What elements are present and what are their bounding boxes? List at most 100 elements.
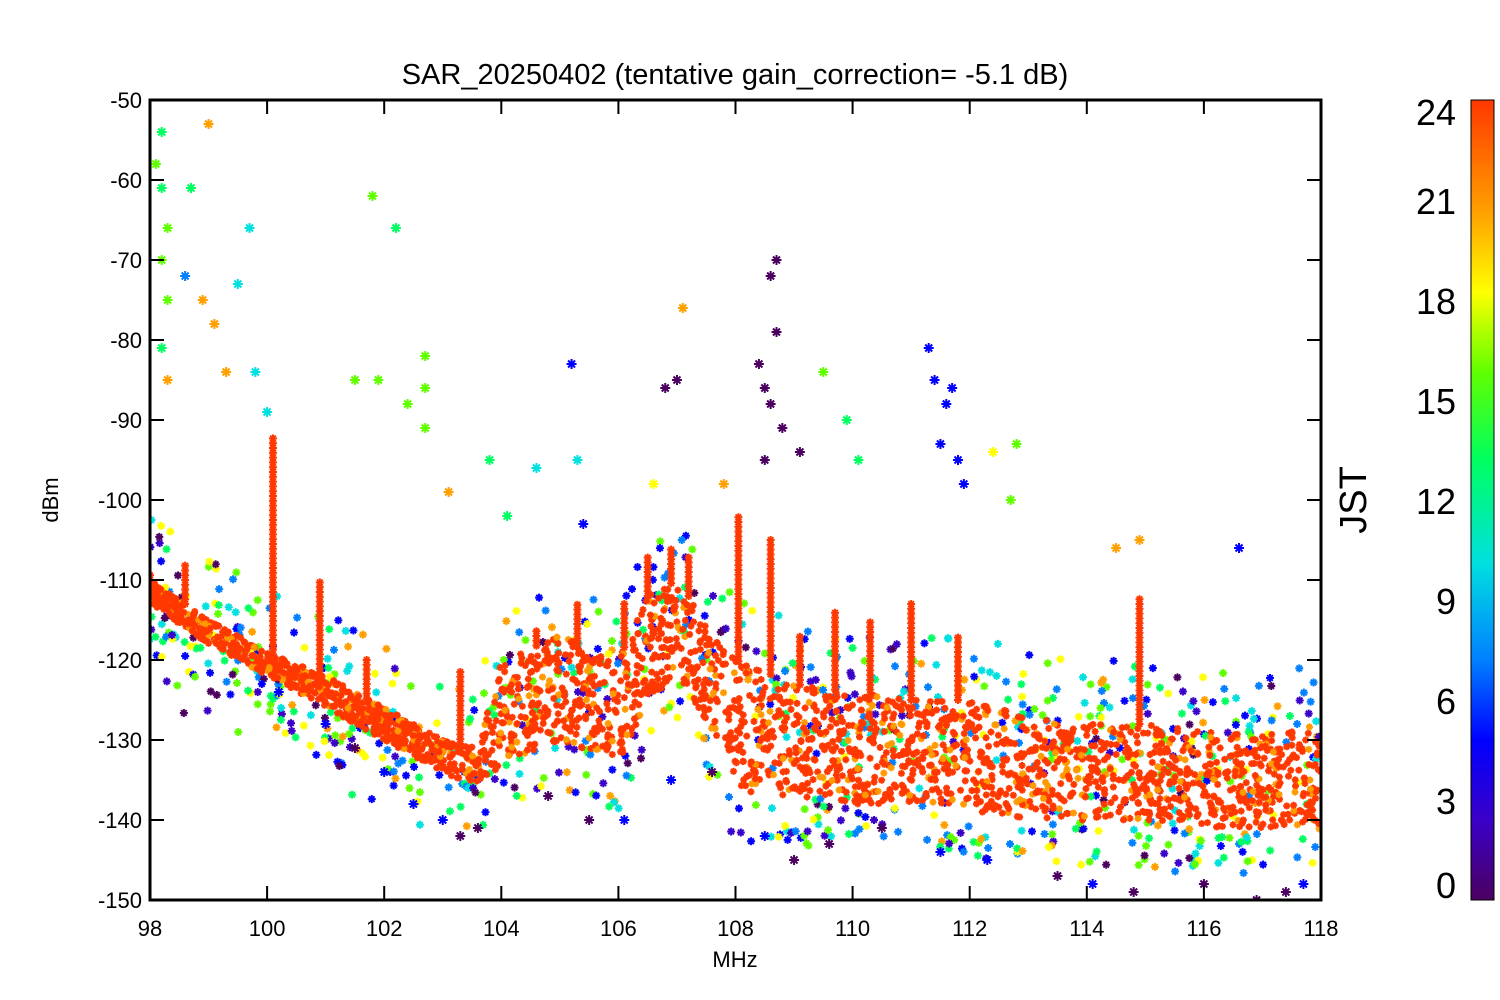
floor-point [705,679,713,687]
floor-point [743,732,751,740]
floor-point [1020,750,1028,758]
outlier-point [1134,535,1145,545]
noise-point [1145,834,1154,843]
floor-point [1103,740,1111,748]
noise-point [277,703,286,712]
noise-point [1293,853,1302,862]
floor-point [1043,814,1051,822]
floor-point [1091,727,1099,735]
floor-point [829,747,837,755]
floor-point [1070,780,1078,788]
floor-point [720,689,728,697]
floor-point [455,774,463,782]
floor-point [1072,746,1080,754]
noise-point [787,828,796,837]
y-tick-label: -110 [100,568,142,593]
floor-point [1100,800,1108,808]
floor-point [663,663,671,671]
floor-point [1164,796,1172,804]
noise-point [1199,673,1208,682]
floor-point [874,787,882,795]
spike-point [684,553,693,562]
colorbar-tick-label: 0 [1436,865,1456,906]
noise-point [940,821,949,830]
noise-point [383,745,392,754]
floor-point [1092,808,1100,816]
floor-point [554,710,562,718]
floor-point [562,670,570,678]
floor-point [1283,802,1291,810]
spike-point [532,627,541,636]
floor-point [1060,797,1068,805]
floor-point [1187,747,1195,755]
floor-point [1176,778,1184,786]
noise-point [1273,702,1282,711]
floor-point [1279,763,1287,771]
noise-point [772,674,781,683]
floor-point [1146,791,1154,799]
noise-point [1043,659,1052,668]
floor-point [1048,790,1056,798]
noise-point [1018,700,1027,709]
floor-point [1290,801,1298,809]
floor-point [880,769,888,777]
outlier-point [771,255,782,265]
floor-point [829,757,837,765]
noise-point [257,680,266,689]
outlier-point [197,295,208,305]
floor-point [813,707,821,715]
floor-point [1063,809,1071,817]
floor-point [922,792,930,800]
floor-point [725,746,733,754]
floor-point [240,639,248,647]
floor-point [646,611,654,619]
spike-point [907,600,916,608]
outlier-point [1087,879,1098,889]
noise-point [819,802,828,811]
y-tick-label: -100 [98,488,142,513]
floor-point [668,647,676,655]
floor-point [1191,771,1199,779]
noise-point [232,568,241,577]
floor-point [1026,798,1034,806]
outlier-point [402,399,413,409]
floor-point [814,720,822,728]
floor-point [560,688,568,696]
noise-point [589,595,598,604]
floor-point [1300,774,1308,782]
noise-point [1299,688,1308,697]
noise-point [665,703,674,712]
noise-point [324,751,333,760]
outlier-point [262,407,273,417]
noise-point [747,837,756,846]
noise-point [1247,706,1256,715]
floor-point [1060,756,1068,764]
floor-point [199,614,207,622]
noise-point [444,783,453,792]
noise-point [1160,849,1169,858]
floor-point [1094,768,1102,776]
noise-point [1048,820,1057,829]
floor-point [553,701,561,709]
floor-point [749,766,757,774]
floor-point [880,760,888,768]
floor-point [1148,758,1156,766]
noise-point [724,793,733,802]
outlier-point [349,743,360,753]
floor-point [1055,805,1063,813]
outlier-point [1005,495,1016,505]
noise-point [1312,717,1321,726]
noise-point [179,709,188,718]
outlier-point [408,799,419,809]
floor-point [985,742,993,750]
noise-point [331,731,340,740]
noise-point [608,765,617,774]
floor-point [1080,812,1088,820]
colorbar-tick-label: 6 [1436,681,1456,722]
noise-point [435,682,444,691]
floor-point [1029,782,1037,790]
outlier-point [771,327,782,337]
floor-point [962,736,970,744]
noise-point [751,800,760,809]
colorbar-tick-label: 21 [1416,181,1456,222]
